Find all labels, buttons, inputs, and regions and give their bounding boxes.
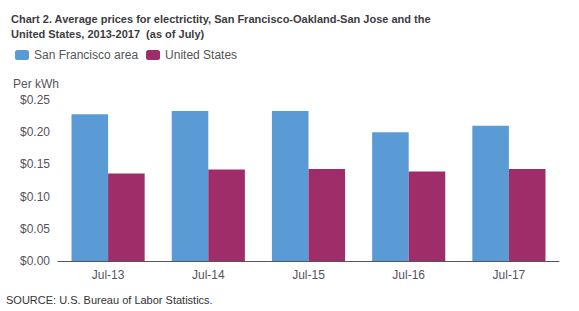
svg-text:Per kWh: Per kWh [13, 77, 59, 91]
svg-text:$0.25: $0.25 [20, 93, 50, 107]
svg-text:$0.20: $0.20 [20, 125, 50, 139]
svg-text:Jul-15: Jul-15 [292, 268, 325, 282]
svg-text:$0.05: $0.05 [20, 222, 50, 236]
svg-text:Chart 2. Average prices for el: Chart 2. Average prices for electrictity… [11, 13, 431, 25]
svg-text:$0.00: $0.00 [20, 254, 50, 268]
svg-text:United States, 2013-2017 (as: United States, 2013-2017 (as of July) [11, 28, 205, 40]
svg-text:Jul-16: Jul-16 [392, 268, 425, 282]
svg-text:$0.15: $0.15 [20, 157, 50, 171]
svg-text:Jul-14: Jul-14 [192, 268, 225, 282]
svg-text:United States: United States [165, 48, 237, 62]
svg-text:Jul-17: Jul-17 [493, 268, 526, 282]
svg-text:San Francisco area: San Francisco area [34, 48, 138, 62]
svg-text:Jul-13: Jul-13 [92, 268, 125, 282]
svg-text:SOURCE: U.S. Bureau of Labor S: SOURCE: U.S. Bureau of Labor Statistics. [6, 294, 213, 306]
svg-text:$0.10: $0.10 [20, 190, 50, 204]
